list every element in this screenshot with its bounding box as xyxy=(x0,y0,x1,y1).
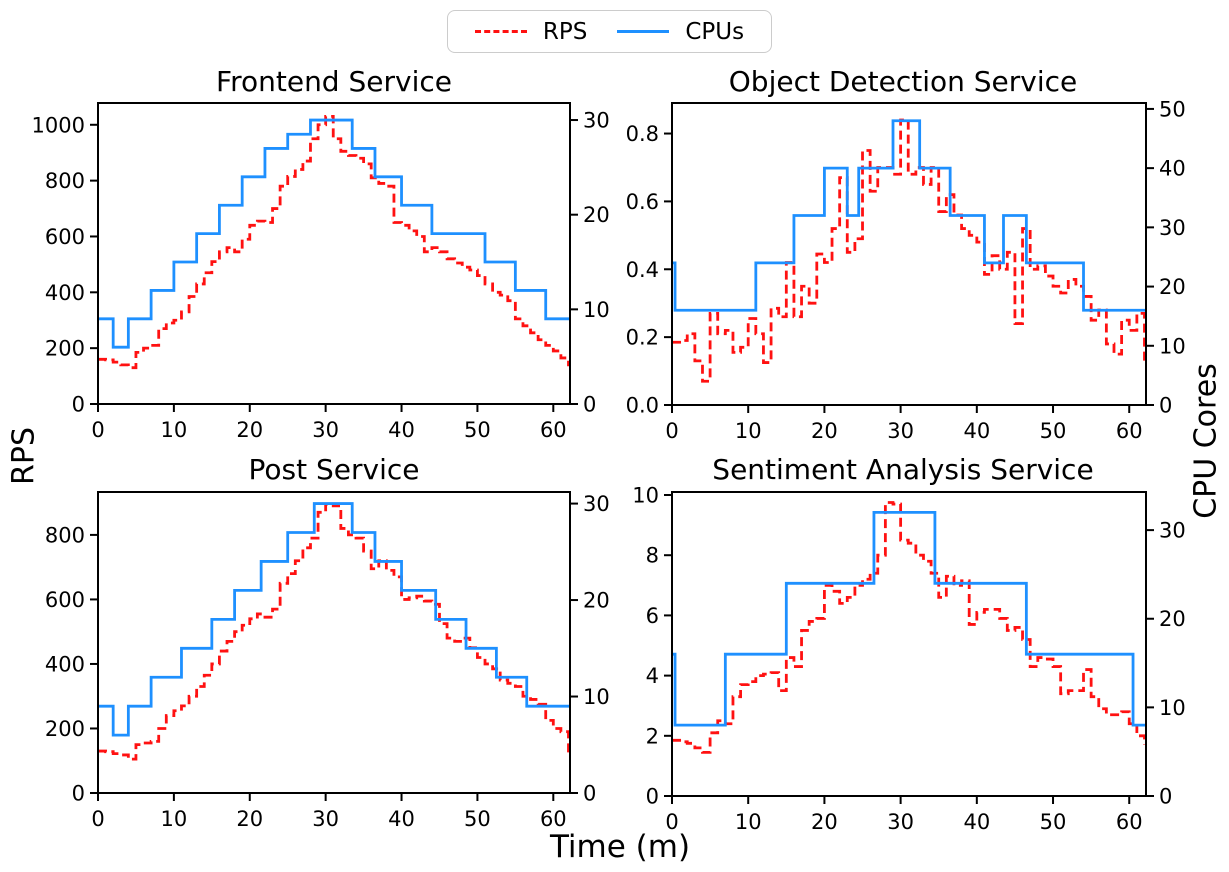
rps-legend-label: RPS xyxy=(542,18,588,45)
svg-text:0: 0 xyxy=(1159,785,1172,809)
svg-text:600: 600 xyxy=(45,588,85,612)
svg-text:0: 0 xyxy=(91,807,104,831)
svg-text:30: 30 xyxy=(312,418,339,442)
svg-text:60: 60 xyxy=(540,418,567,442)
svg-text:0.8: 0.8 xyxy=(626,122,659,146)
chart-title-sentiment-analysis-service: Sentiment Analysis Service xyxy=(712,453,1094,486)
legend-item-rps: RPS xyxy=(474,18,588,45)
svg-text:10: 10 xyxy=(583,298,610,322)
svg-text:30: 30 xyxy=(887,419,914,443)
svg-text:30: 30 xyxy=(1159,216,1186,240)
svg-text:400: 400 xyxy=(45,652,85,676)
svg-text:6: 6 xyxy=(646,604,659,628)
svg-text:0: 0 xyxy=(72,393,85,417)
svg-text:0: 0 xyxy=(665,419,678,443)
svg-text:0: 0 xyxy=(665,810,678,834)
svg-text:20: 20 xyxy=(1159,607,1186,631)
chart-title-frontend-service: Frontend Service xyxy=(216,65,452,98)
chart-title-post-service: Post Service xyxy=(248,453,420,486)
svg-text:0: 0 xyxy=(1159,394,1172,418)
svg-text:40: 40 xyxy=(963,810,990,834)
cpus-solid-line-icon xyxy=(617,30,670,33)
svg-text:50: 50 xyxy=(464,418,491,442)
rps-dashed-line-icon xyxy=(474,30,527,33)
x-axis-label-time: Time (m) xyxy=(549,829,691,865)
svg-text:0: 0 xyxy=(646,785,659,809)
svg-text:20: 20 xyxy=(811,419,838,443)
svg-text:40: 40 xyxy=(388,807,415,831)
svg-text:30: 30 xyxy=(1159,519,1186,543)
svg-text:4: 4 xyxy=(646,664,659,688)
svg-text:30: 30 xyxy=(583,492,610,516)
svg-text:50: 50 xyxy=(464,807,491,831)
svg-text:30: 30 xyxy=(583,109,610,133)
svg-text:10: 10 xyxy=(735,419,762,443)
legend-item-cpus: CPUs xyxy=(617,19,744,45)
legend: RPS CPUs xyxy=(447,10,772,53)
svg-text:1000: 1000 xyxy=(32,113,85,137)
svg-text:800: 800 xyxy=(45,169,85,193)
svg-text:40: 40 xyxy=(388,418,415,442)
svg-text:0.6: 0.6 xyxy=(626,190,659,214)
svg-text:60: 60 xyxy=(1116,810,1143,834)
svg-text:50: 50 xyxy=(1040,419,1067,443)
svg-text:60: 60 xyxy=(540,807,567,831)
svg-text:50: 50 xyxy=(1040,810,1067,834)
svg-text:20: 20 xyxy=(583,589,610,613)
svg-text:20: 20 xyxy=(583,203,610,227)
svg-text:0: 0 xyxy=(583,393,596,417)
svg-text:2: 2 xyxy=(646,724,659,748)
svg-text:10: 10 xyxy=(735,810,762,834)
svg-text:20: 20 xyxy=(236,807,263,831)
svg-text:30: 30 xyxy=(887,810,914,834)
svg-text:400: 400 xyxy=(45,281,85,305)
svg-text:0.4: 0.4 xyxy=(626,258,659,282)
svg-text:600: 600 xyxy=(45,225,85,249)
svg-text:8: 8 xyxy=(646,544,659,568)
svg-text:0: 0 xyxy=(91,418,104,442)
svg-text:0.0: 0.0 xyxy=(626,394,659,418)
svg-text:10: 10 xyxy=(1159,696,1186,720)
svg-text:10: 10 xyxy=(161,418,188,442)
svg-text:10: 10 xyxy=(161,807,188,831)
svg-text:10: 10 xyxy=(583,685,610,709)
svg-text:0: 0 xyxy=(583,782,596,806)
svg-text:800: 800 xyxy=(45,523,85,547)
svg-text:50: 50 xyxy=(1159,97,1186,121)
svg-text:20: 20 xyxy=(811,810,838,834)
svg-text:40: 40 xyxy=(963,419,990,443)
svg-text:40: 40 xyxy=(1159,157,1186,181)
cpus-legend-label: CPUs xyxy=(685,18,745,45)
svg-text:10: 10 xyxy=(1159,334,1186,358)
svg-text:60: 60 xyxy=(1116,419,1143,443)
svg-text:20: 20 xyxy=(1159,275,1186,299)
svg-text:0.2: 0.2 xyxy=(626,326,659,350)
chart-title-object-detection-service: Object Detection Service xyxy=(728,65,1078,98)
svg-text:10: 10 xyxy=(632,484,659,508)
y-axis-label-rps: RPS xyxy=(6,427,42,485)
svg-text:30: 30 xyxy=(312,807,339,831)
svg-text:20: 20 xyxy=(236,418,263,442)
svg-text:0: 0 xyxy=(72,782,85,806)
svg-text:200: 200 xyxy=(45,337,85,361)
y-axis-label-cpu-cores: CPU Cores xyxy=(1188,363,1224,519)
svg-text:200: 200 xyxy=(45,717,85,741)
